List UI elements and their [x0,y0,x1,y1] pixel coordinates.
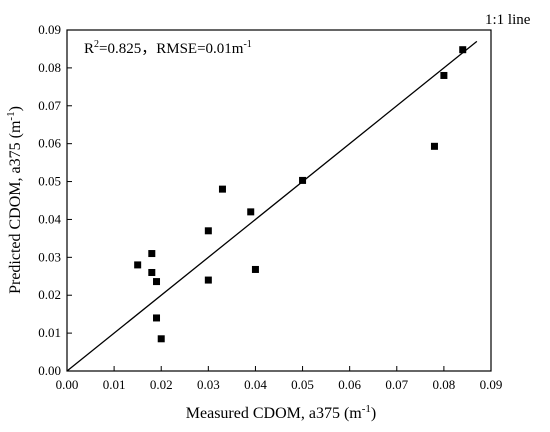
x-tick-label: 0.03 [197,377,220,392]
x-tick-label: 0.09 [480,377,503,392]
x-tick-label: 0.01 [103,377,126,392]
points-group [134,46,467,343]
y-tick-label: 0.03 [38,249,61,264]
x-axis-title: Measured CDOM, a375 (m-1) [186,403,376,422]
reference-line-group [66,40,478,372]
data-point [204,276,212,284]
stats-annotation: R2=0.825，RMSE=0.01m-1 [84,39,252,57]
data-point [440,71,448,79]
data-point [218,185,226,193]
y-tick-label: 0.06 [38,136,61,151]
x-tick-label: 0.02 [150,377,173,392]
y-tick-label: 0.09 [38,22,61,37]
y-tick-label: 0.08 [38,60,61,75]
data-point [157,335,165,343]
x-tick-label: 0.05 [291,377,314,392]
y-tick-label: 0.05 [38,174,61,189]
y-axis-title: Predicted CDOM, a375 (m-1) [5,106,24,294]
plot-frame [66,29,492,372]
y-tick-label: 0.00 [38,363,61,378]
x-tick-label: 0.06 [338,377,361,392]
data-point [148,268,156,276]
y-tick-label: 0.01 [38,325,61,340]
x-tick-label: 0.07 [385,377,408,392]
data-point [459,46,467,54]
data-point [153,314,161,322]
data-point [153,278,161,286]
x-tick-label: 0.08 [433,377,456,392]
line-label: 1:1 line [485,12,531,28]
data-point [299,176,307,184]
data-point [204,227,212,235]
x-tick-label: 0.00 [56,377,79,392]
ticks: 0.00 0.01 0.02 0.03 0.04 0.05 0.06 0.07 0.08 0.09… [38,22,502,392]
y-tick-label: 0.04 [38,211,61,226]
y-tick-label: 0.02 [38,287,61,302]
data-point [251,265,259,273]
data-point [247,208,255,216]
data-point [430,142,438,150]
data-point [148,250,156,258]
data-point [134,261,142,269]
one-to-one-line [66,40,478,372]
x-tick-label: 0.04 [244,377,267,392]
axes [66,29,492,372]
y-tick-label: 0.07 [38,98,61,113]
